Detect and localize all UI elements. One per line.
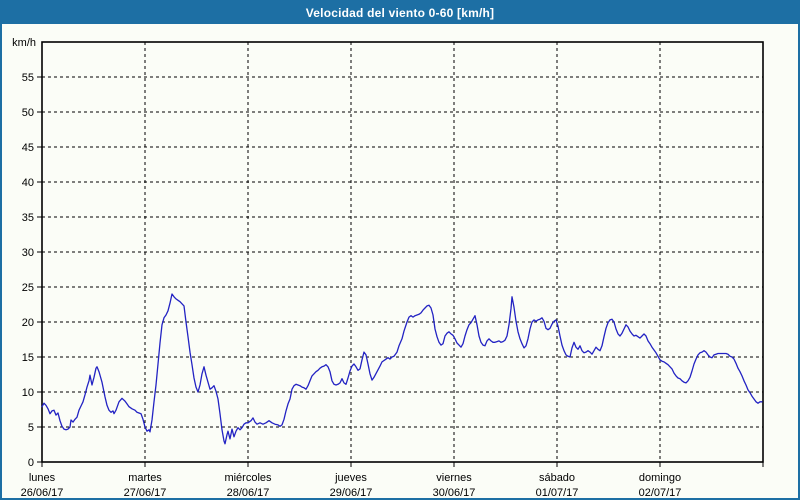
wind-speed-line bbox=[41, 293, 763, 445]
y-tick-label: 5 bbox=[28, 422, 34, 434]
x-day-name-label: miércoles bbox=[224, 472, 272, 484]
y-tick-label: 55 bbox=[22, 72, 34, 84]
y-tick-label: 10 bbox=[22, 387, 34, 399]
x-date-label: 30/06/17 bbox=[433, 487, 476, 499]
window-title: Velocidad del viento 0-60 [km/h] bbox=[305, 6, 495, 20]
x-date-label: 01/07/17 bbox=[536, 487, 579, 499]
x-date-label: 02/07/17 bbox=[639, 487, 682, 499]
x-day-name-label: martes bbox=[128, 472, 162, 484]
x-date-label: 26/06/17 bbox=[21, 487, 64, 499]
y-tick-label: 45 bbox=[22, 142, 34, 154]
y-tick-label: 30 bbox=[22, 247, 34, 259]
y-tick-label: 40 bbox=[22, 177, 34, 189]
x-date-label: 27/06/17 bbox=[124, 487, 167, 499]
x-day-name-label: domingo bbox=[639, 472, 681, 484]
x-day-name-label: viernes bbox=[436, 472, 472, 484]
plot-border bbox=[41, 41, 764, 463]
x-date-label: 29/06/17 bbox=[330, 487, 373, 499]
x-day-name-label: lunes bbox=[29, 472, 56, 484]
y-tick-label: 25 bbox=[22, 282, 34, 294]
y-tick-label: 0 bbox=[28, 457, 34, 469]
x-day-name-label: jueves bbox=[334, 472, 367, 484]
x-day-name-label: sábado bbox=[539, 472, 575, 484]
y-tick-label: 50 bbox=[22, 107, 34, 119]
y-tick-label: 15 bbox=[22, 352, 34, 364]
x-date-label: 28/06/17 bbox=[227, 487, 270, 499]
y-tick-label: 35 bbox=[22, 212, 34, 224]
window-titlebar: Velocidad del viento 0-60 [km/h] bbox=[2, 2, 798, 24]
y-tick-label: 20 bbox=[22, 317, 34, 329]
y-axis-unit-label: km/h bbox=[12, 37, 36, 49]
